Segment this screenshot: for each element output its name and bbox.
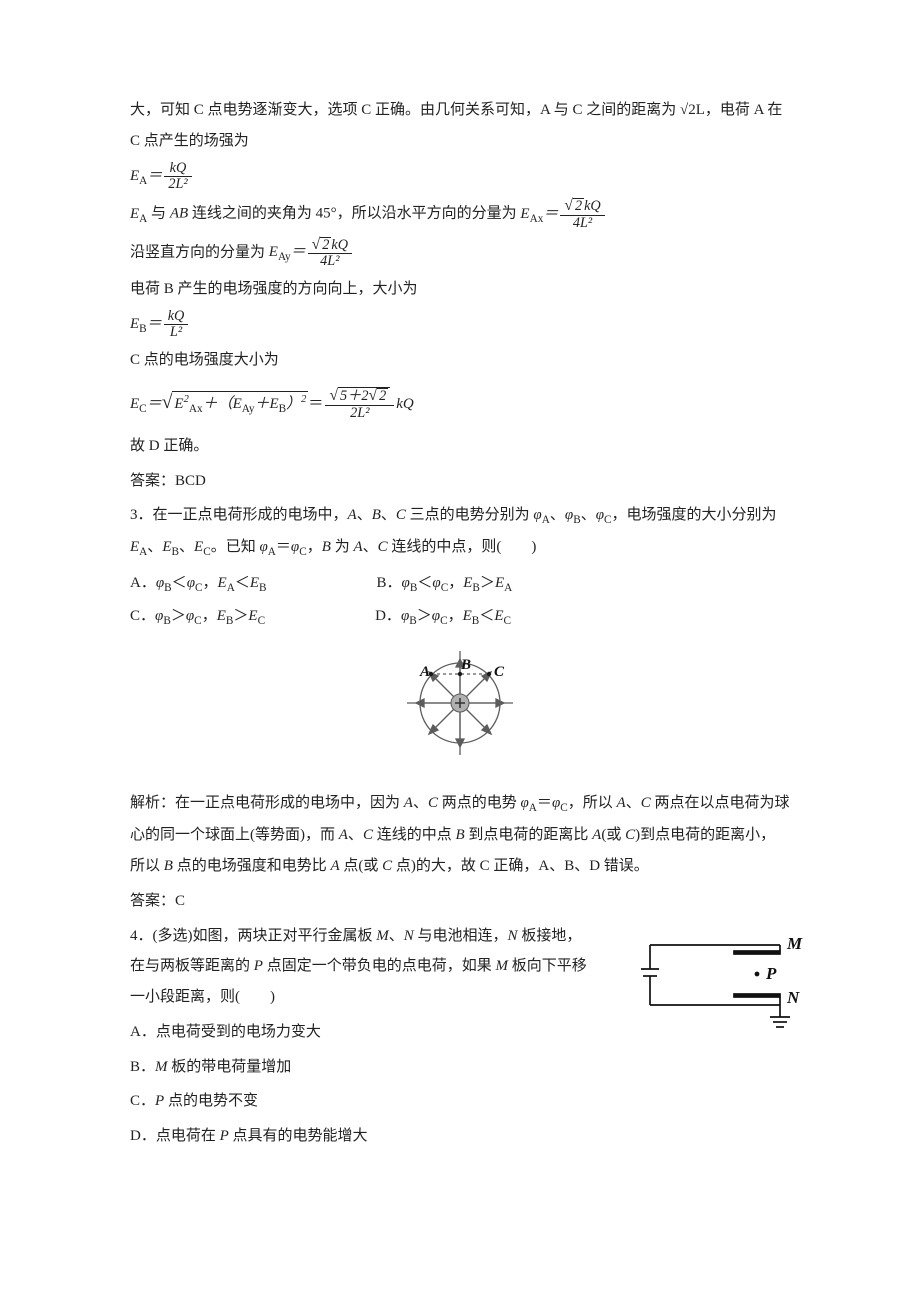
q4-option-b: B．M 板的带电荷量增加 <box>130 1052 790 1083</box>
text: EA <box>130 206 147 222</box>
equation-eb: EB＝kQL² <box>130 309 790 342</box>
q3-option-c: C．φB＞φC，EB＞EC <box>130 601 265 633</box>
lhs: EAy＝ <box>269 244 306 260</box>
q3-option-b: B．φB＜φC，EB＞EA <box>377 568 513 600</box>
q4-figure: M N P <box>620 925 810 1052</box>
frac: √2kQ4L² <box>560 197 604 231</box>
q3-explanation: 解析：在一正点电荷形成的电场中，因为 A、C 两点的电势 φA＝φC，所以 A、… <box>130 788 790 882</box>
equation-ec: EC＝√E2Ax＋（EAy＋EB）2＝√5＋2√22L²kQ <box>130 380 790 427</box>
label-a: A <box>419 664 430 680</box>
frac: kQL² <box>164 309 189 341</box>
q3-options-row2: C．φB＞φC，EB＞EC D．φB＞φC，EB＜EC <box>130 601 790 633</box>
lhs: EAx＝ <box>520 206 558 222</box>
paragraph-eax: EA 与 AB 连线之间的夹角为 45°，所以沿水平方向的分量为 EAx＝√2k… <box>130 197 790 231</box>
point-charge-diagram-icon: A B C <box>395 643 525 763</box>
paragraph-ec-intro: C 点的电场强度大小为 <box>130 345 790 376</box>
q3-option-a: A．φB＜φC，EA＜EB <box>130 568 267 600</box>
q3-answer: 答案：C <box>130 886 790 917</box>
q4-option-c: C．P 点的电势不变 <box>130 1086 790 1117</box>
svg-text:P: P <box>765 964 777 983</box>
q4-block: M N P 4．(多选)如图，两块正对平行金属板 M、N 与电池相连，N 板接地… <box>130 921 790 1152</box>
q3-stem: 3．在一正点电荷形成的电场中，A、B、C 三点的电势分别为 φA、φB、φC，电… <box>130 500 790 564</box>
equation-ea: EA＝kQ2L² <box>130 161 790 194</box>
label-c: C <box>494 664 505 680</box>
conclusion-d: 故 D 正确。 <box>130 431 790 462</box>
frac: kQ2L² <box>164 161 191 193</box>
text: 沿竖直方向的分量为 <box>130 244 269 260</box>
q4-option-d: D．点电荷在 P 点具有的电势能增大 <box>130 1121 790 1152</box>
svg-text:N: N <box>786 988 800 1007</box>
lhs: EA＝ <box>130 168 162 184</box>
svg-text:M: M <box>786 934 803 953</box>
continuation-text: 大，可知 C 点电势逐渐变大，选项 C 正确。由几何关系可知，A 与 C 之间的… <box>130 95 790 157</box>
lhs: EB＝ <box>130 316 162 332</box>
paragraph-eay: 沿竖直方向的分量为 EAy＝√2kQ4L² <box>130 236 790 270</box>
q3-option-d: D．φB＞φC，EB＜EC <box>375 601 511 633</box>
capacitor-circuit-icon: M N P <box>620 925 810 1040</box>
answer-bcd: 答案：BCD <box>130 466 790 497</box>
text2: 与 AB 连线之间的夹角为 45°，所以沿水平方向的分量为 <box>147 206 520 222</box>
paragraph-eb-intro: 电荷 B 产生的电场强度的方向向上，大小为 <box>130 274 790 305</box>
label-b: B <box>460 657 471 673</box>
q3-figure: A B C <box>130 643 790 775</box>
frac: √2kQ4L² <box>308 236 352 270</box>
q3-options-row1: A．φB＜φC，EA＜EB B．φB＜φC，EB＞EA <box>130 568 790 600</box>
